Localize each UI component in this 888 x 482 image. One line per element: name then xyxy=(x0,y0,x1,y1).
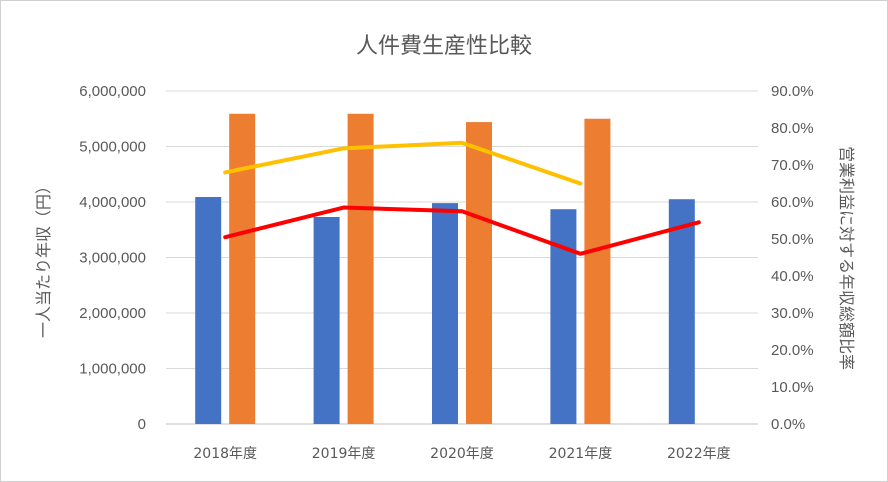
x-tick-label: 2020年度 xyxy=(430,446,494,462)
x-tick-label: 2022年度 xyxy=(667,446,731,462)
y2-tick-label: 40.0% xyxy=(771,268,814,285)
y2-tick-label: 50.0% xyxy=(771,231,814,248)
y2-tick-label: 30.0% xyxy=(771,305,814,322)
left-axis-ticks: 0 1,000,000 2,000,000 3,000,000 4,000,000 5,0… xyxy=(79,83,146,433)
bar-series1 xyxy=(550,209,577,424)
y-tick-label: 5,000,000 xyxy=(79,139,146,156)
bar-series2 xyxy=(584,118,611,424)
bars-layer xyxy=(195,113,695,424)
y-tick-label: 3,000,000 xyxy=(79,250,146,267)
lines-layer xyxy=(223,140,701,256)
y-tick-label: 6,000,000 xyxy=(79,83,146,100)
y2-tick-label: 90.0% xyxy=(771,83,814,100)
y2-tick-label: 20.0% xyxy=(771,342,814,359)
bar-series2 xyxy=(466,122,492,424)
y2-tick-label: 60.0% xyxy=(771,194,814,211)
y-tick-label: 2,000,000 xyxy=(79,305,146,322)
y-tick-label: 1,000,000 xyxy=(79,361,146,378)
x-tick-label: 2018年度 xyxy=(193,446,257,462)
category-labels: 2018年度 2019年度 2020年度 2021年度 2022年度 xyxy=(193,446,730,462)
y2-axis-title: 営業利益に対する年収総額比率 xyxy=(837,146,856,370)
y-axis-title: 一人当たり年収（円） xyxy=(34,178,53,338)
bar-series1 xyxy=(668,199,695,424)
y-tick-label: 0 xyxy=(138,416,146,433)
y-tick-label: 4,000,000 xyxy=(79,194,146,211)
y2-tick-label: 0.0% xyxy=(771,416,805,433)
chart-title: 人件費生産性比較 xyxy=(356,34,532,59)
grid-lines xyxy=(166,90,758,425)
line-series1 xyxy=(223,140,583,186)
bar-series1 xyxy=(313,216,340,424)
bar-series1 xyxy=(432,203,458,424)
bar-series2 xyxy=(229,113,256,424)
right-axis-ticks: 0.0% 10.0% 20.0% 30.0% 40.0% 50.0% 60.0% 70.0% 8… xyxy=(771,83,814,433)
line-series2 xyxy=(223,205,701,256)
bar-series2 xyxy=(347,113,374,424)
y2-tick-label: 70.0% xyxy=(771,157,814,174)
bar-series1 xyxy=(195,197,222,424)
y2-tick-label: 80.0% xyxy=(771,120,814,137)
x-tick-label: 2021年度 xyxy=(549,446,613,462)
y2-tick-label: 10.0% xyxy=(771,379,814,396)
x-tick-label: 2019年度 xyxy=(312,446,376,462)
